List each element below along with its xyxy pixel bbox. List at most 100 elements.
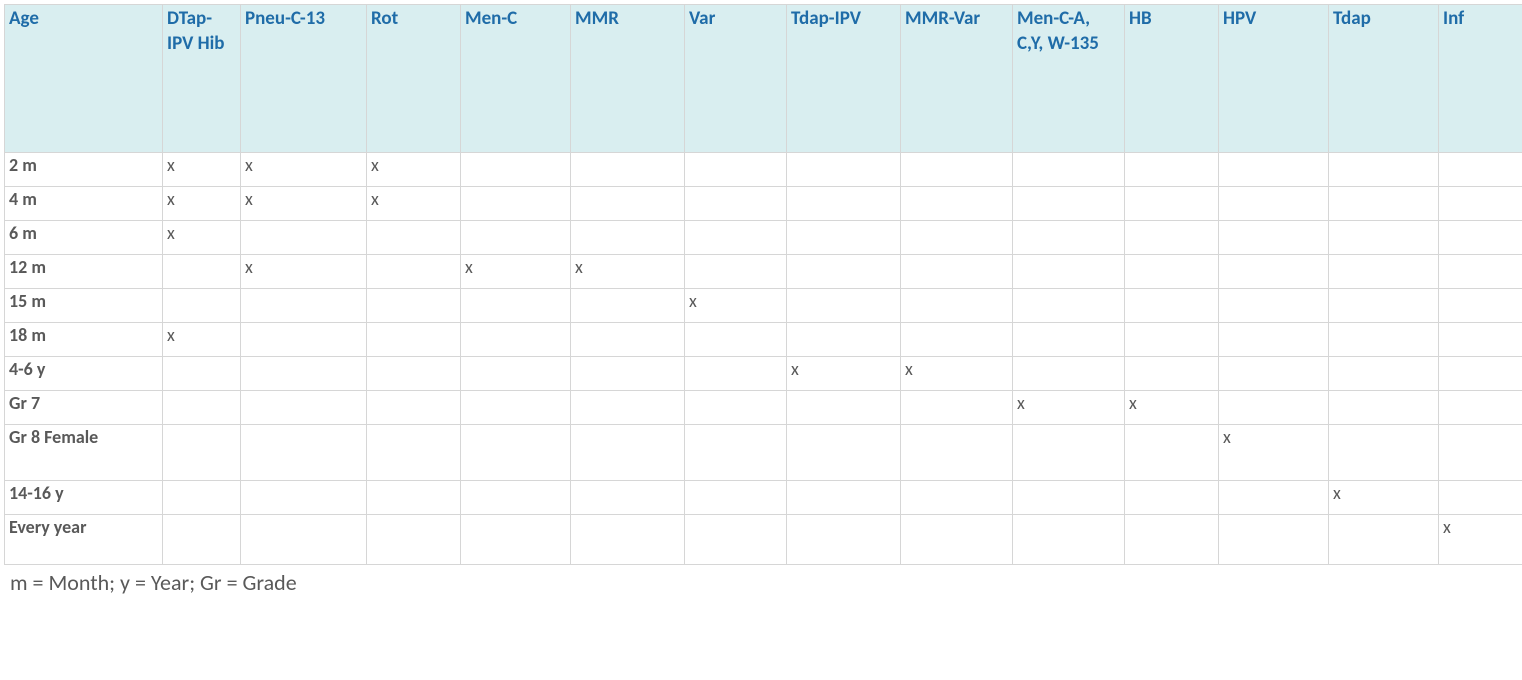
cell-tdap_ipv (787, 255, 901, 289)
cell-pneu_c13 (241, 323, 367, 357)
cell-men_c_a (1013, 515, 1125, 565)
cell-men_c (461, 391, 571, 425)
cell-var (685, 481, 787, 515)
cell-hpv (1219, 515, 1329, 565)
cell-pneu_c13 (241, 289, 367, 323)
cell-hb (1125, 515, 1219, 565)
cell-tdap (1329, 323, 1439, 357)
cell-var (685, 221, 787, 255)
table-row: 12 mxxx (5, 255, 1522, 289)
cell-mmr_var (901, 515, 1013, 565)
cell-rot (367, 481, 461, 515)
cell-hpv (1219, 255, 1329, 289)
cell-mmr (571, 289, 685, 323)
cell-mmr (571, 323, 685, 357)
table-footnote: m = Month; y = Year; Gr = Grade (4, 565, 1518, 596)
cell-hb (1125, 221, 1219, 255)
cell-var (685, 153, 787, 187)
cell-hb (1125, 289, 1219, 323)
cell-mmr (571, 187, 685, 221)
age-cell: Gr 8 Female (5, 425, 163, 481)
table-row: 4-6 y xx (5, 357, 1522, 391)
cell-men_c (461, 481, 571, 515)
col-header-dtap_ipv_hib: DTap-IPV Hib (163, 5, 241, 153)
cell-tdap_ipv (787, 391, 901, 425)
cell-mmr_var (901, 153, 1013, 187)
table-row: Gr 8 Femalex (5, 425, 1522, 481)
cell-dtap_ipv_hib: x (163, 323, 241, 357)
col-header-var: Var (685, 5, 787, 153)
col-header-hb: HB (1125, 5, 1219, 153)
cell-rot (367, 221, 461, 255)
cell-tdap (1329, 255, 1439, 289)
cell-tdap (1329, 391, 1439, 425)
cell-hpv (1219, 221, 1329, 255)
cell-rot (367, 289, 461, 323)
cell-hpv (1219, 481, 1329, 515)
col-header-pneu_c13: Pneu-C-13 (241, 5, 367, 153)
table-row: 14-16 yx (5, 481, 1522, 515)
cell-var (685, 255, 787, 289)
cell-var (685, 323, 787, 357)
cell-mmr_var (901, 425, 1013, 481)
cell-pneu_c13 (241, 515, 367, 565)
table-row: 6 mx (5, 221, 1522, 255)
age-cell: 12 m (5, 255, 163, 289)
col-header-hpv: HPV (1219, 5, 1329, 153)
age-cell: Gr 7 (5, 391, 163, 425)
cell-hb: x (1125, 391, 1219, 425)
cell-men_c: x (461, 255, 571, 289)
cell-men_c (461, 221, 571, 255)
cell-mmr_var: x (901, 357, 1013, 391)
table-row: Every yearx (5, 515, 1522, 565)
cell-mmr_var (901, 255, 1013, 289)
table-row: 4 mxxx (5, 187, 1522, 221)
age-cell: 4-6 y (5, 357, 163, 391)
table-header-row: AgeDTap-IPV HibPneu-C-13RotMen-CMMRVarTd… (5, 5, 1522, 153)
cell-pneu_c13 (241, 221, 367, 255)
cell-dtap_ipv_hib: x (163, 187, 241, 221)
cell-inf (1439, 289, 1522, 323)
cell-mmr (571, 153, 685, 187)
cell-rot: x (367, 187, 461, 221)
cell-mmr (571, 425, 685, 481)
cell-tdap_ipv: x (787, 357, 901, 391)
table-row: 2 mxxx (5, 153, 1522, 187)
cell-dtap_ipv_hib (163, 289, 241, 323)
cell-hb (1125, 425, 1219, 481)
cell-pneu_c13 (241, 425, 367, 481)
cell-inf (1439, 323, 1522, 357)
col-header-men_c_a: Men-C-A, C,Y, W-135 (1013, 5, 1125, 153)
cell-var: x (685, 289, 787, 323)
cell-dtap_ipv_hib: x (163, 221, 241, 255)
cell-tdap_ipv (787, 187, 901, 221)
cell-var (685, 357, 787, 391)
cell-men_c (461, 425, 571, 481)
cell-dtap_ipv_hib (163, 255, 241, 289)
cell-rot (367, 515, 461, 565)
cell-men_c_a (1013, 289, 1125, 323)
age-cell: 4 m (5, 187, 163, 221)
cell-tdap (1329, 153, 1439, 187)
cell-mmr (571, 357, 685, 391)
cell-rot (367, 357, 461, 391)
cell-men_c (461, 515, 571, 565)
col-header-tdap_ipv: Tdap-IPV (787, 5, 901, 153)
cell-men_c (461, 289, 571, 323)
cell-dtap_ipv_hib: x (163, 153, 241, 187)
age-cell: 6 m (5, 221, 163, 255)
cell-pneu_c13: x (241, 153, 367, 187)
cell-hpv (1219, 323, 1329, 357)
cell-tdap_ipv (787, 323, 901, 357)
cell-mmr (571, 481, 685, 515)
cell-men_c_a (1013, 425, 1125, 481)
table-row: 15 m x (5, 289, 1522, 323)
cell-pneu_c13 (241, 481, 367, 515)
cell-rot (367, 255, 461, 289)
cell-tdap: x (1329, 481, 1439, 515)
cell-hpv (1219, 391, 1329, 425)
cell-hpv (1219, 289, 1329, 323)
cell-men_c_a: x (1013, 391, 1125, 425)
age-cell: 15 m (5, 289, 163, 323)
cell-var (685, 425, 787, 481)
